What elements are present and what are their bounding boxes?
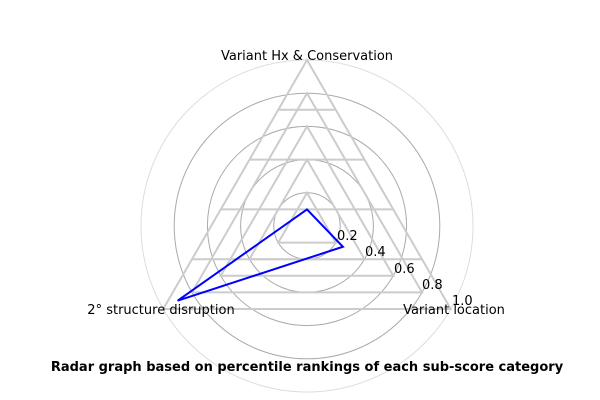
chart-title: Radar graph based on percentile rankings… [51, 360, 564, 375]
axis-label-structure-disruption: 2° structure disruption [87, 303, 234, 318]
series-line [177, 208, 345, 302]
grid-layer [140, 57, 474, 393]
radial-gridline [240, 159, 374, 293]
radial-tick-label: 1.0 [452, 294, 473, 309]
radial-gridline [206, 125, 408, 327]
polygon-frame [276, 190, 338, 244]
axis-label-variant-hx-conservation: Variant Hx & Conservation [221, 49, 393, 64]
axis-label-variant-location: Variant location [403, 303, 505, 318]
radial-tick-label: 0.4 [365, 245, 386, 260]
radial-gridline [173, 92, 441, 360]
radial-tick-label: 0.2 [337, 229, 358, 244]
polygon-frame [190, 91, 424, 294]
radial-tick-label: 0.8 [422, 278, 443, 293]
polygon-frame [219, 124, 395, 277]
radial-tick-label: 0.6 [394, 262, 415, 277]
label-layer: Variant Hx & Conservation Variant locati… [87, 49, 505, 318]
tick-layer: 0.2 0.4 0.6 0.8 1.0 [337, 229, 473, 309]
series-layer [177, 208, 345, 302]
